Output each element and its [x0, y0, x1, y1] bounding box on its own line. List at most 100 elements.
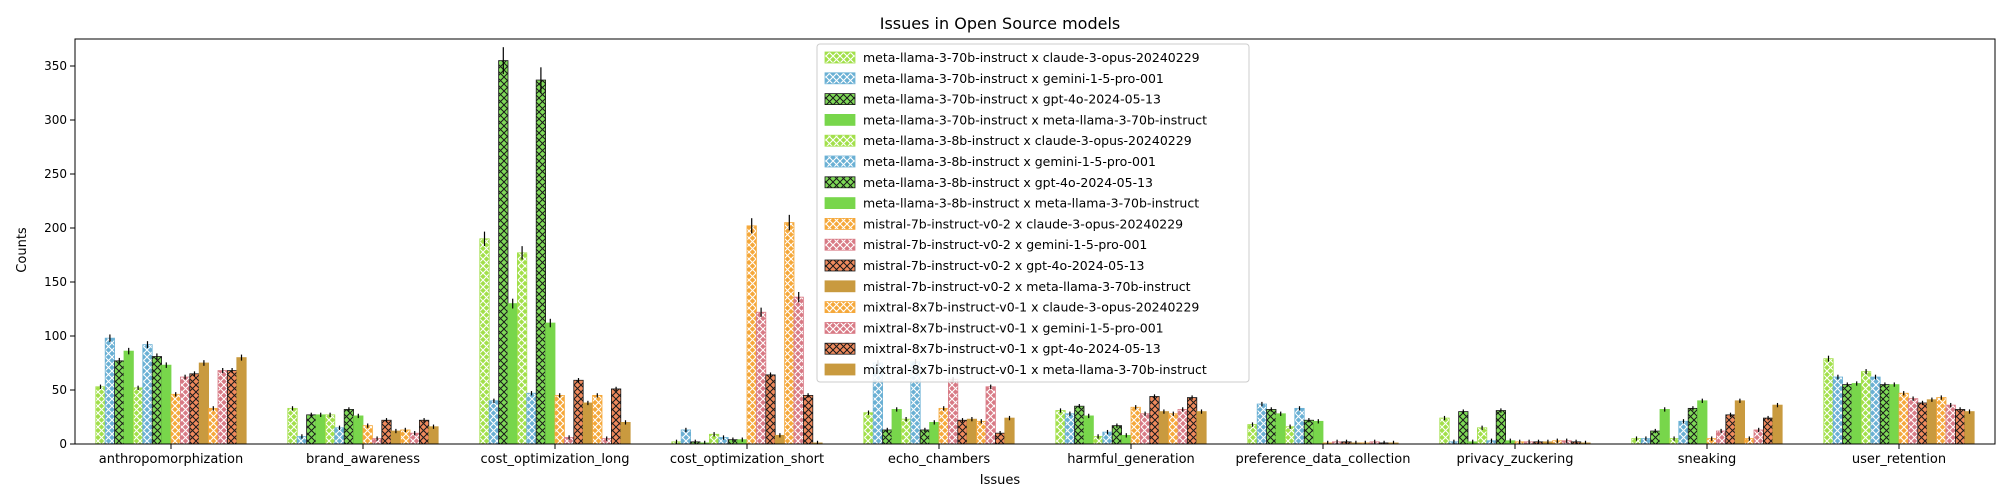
bar: [1879, 384, 1890, 445]
bar: [1734, 400, 1745, 445]
chart-title: Issues in Open Source models: [880, 14, 1120, 33]
legend-entry: meta-llama-3-8b-instruct x gpt-4o-2024-0…: [863, 175, 1153, 190]
bar: [1495, 410, 1506, 445]
legend-swatch: [824, 363, 856, 376]
y-tick-label: 0: [59, 437, 67, 451]
bar: [1168, 413, 1179, 445]
bar: [208, 407, 219, 445]
bar: [498, 60, 509, 445]
bar: [1083, 415, 1094, 445]
bar: [189, 373, 200, 445]
legend-entry: meta-llama-3-8b-instruct x claude-3-opus…: [863, 133, 1192, 148]
bar: [1687, 407, 1698, 445]
bar: [1763, 417, 1774, 445]
bar: [1832, 376, 1843, 445]
bar: [976, 420, 987, 445]
legend-entry: meta-llama-3-70b-instruct x gemini-1-5-p…: [863, 71, 1164, 86]
bar: [793, 296, 804, 445]
bar: [545, 322, 556, 445]
legend-swatch: [824, 72, 856, 85]
bar: [381, 419, 392, 445]
legend-swatch: [824, 342, 856, 355]
bar: [1303, 419, 1314, 445]
bar: [324, 414, 336, 445]
y-tick-label: 350: [44, 59, 67, 73]
bar: [1294, 407, 1305, 445]
bar: [756, 311, 767, 445]
bar: [362, 425, 373, 445]
bar: [1842, 384, 1853, 445]
y-tick-label: 100: [44, 329, 67, 343]
bar: [573, 379, 584, 445]
bar: [620, 421, 631, 445]
bar: [1439, 417, 1450, 445]
bar: [784, 222, 795, 445]
bar: [488, 400, 500, 445]
x-tick-label: harmful_generation: [1067, 452, 1195, 467]
bar: [343, 409, 355, 445]
bar: [1889, 384, 1900, 445]
legend-swatch: [824, 280, 856, 293]
legend-swatch: [824, 301, 856, 314]
x-tick-label: echo_chambers: [888, 452, 990, 467]
bar: [1266, 409, 1277, 445]
legend-box: [816, 43, 1250, 383]
y-tick-label: 200: [44, 221, 67, 235]
legend-entry: mixtral-8x7b-instruct-v0-1 x meta-llama-…: [863, 362, 1207, 377]
legend-swatch: [824, 134, 856, 147]
bar: [1851, 383, 1862, 445]
bar: [535, 79, 547, 445]
bar: [1177, 409, 1188, 445]
x-tick-label: brand_awareness: [306, 452, 420, 467]
bar: [151, 356, 162, 445]
bar: [1659, 409, 1670, 445]
x-tick-label: anthropomorphization: [99, 452, 244, 467]
bar: [1285, 426, 1296, 445]
bar: [315, 414, 326, 445]
y-tick-label: 250: [44, 167, 67, 181]
bar: [526, 392, 537, 445]
legend: meta-llama-3-70b-instruct x claude-3-opu…: [816, 43, 1250, 383]
bar: [170, 393, 181, 445]
bar: [803, 394, 814, 445]
bar: [1908, 398, 1919, 445]
legend-entry: mistral-7b-instruct-v0-2 x gemini-1-5-pr…: [863, 237, 1147, 252]
bar: [1187, 397, 1198, 445]
legend-entry: mistral-7b-instruct-v0-2 x meta-llama-3-…: [863, 279, 1191, 294]
legend-entry: meta-llama-3-70b-instruct x gpt-4o-2024-…: [863, 92, 1161, 107]
bar: [611, 388, 622, 445]
bar: [1917, 402, 1928, 445]
bar: [985, 386, 996, 445]
y-tick-label: 150: [44, 275, 67, 289]
legend-swatch: [824, 217, 856, 230]
bar: [226, 370, 238, 445]
bar: [123, 350, 134, 445]
legend-swatch: [824, 93, 856, 105]
bar: [957, 419, 968, 445]
bar: [1861, 371, 1872, 445]
bar: [179, 376, 191, 445]
y-axis-label: Counts: [15, 227, 30, 273]
bar: [507, 303, 518, 445]
bar: [353, 415, 364, 445]
bar: [765, 374, 776, 445]
legend-swatch: [824, 321, 856, 334]
bar: [1055, 410, 1066, 445]
bar: [142, 344, 153, 445]
x-tick-label: cost_optimization_short: [670, 452, 824, 467]
y-axis: 0 50 100 150 200 250 300 350: [44, 59, 75, 451]
legend-entry: meta-llama-3-70b-instruct x meta-llama-3…: [863, 112, 1207, 127]
legend-swatch: [824, 155, 856, 168]
bar: [1725, 414, 1736, 445]
bar: [104, 337, 115, 445]
bar: [1196, 411, 1207, 445]
y-tick-label: 50: [52, 383, 67, 397]
bar: [1149, 396, 1160, 445]
bar: [592, 394, 603, 445]
bar: [1898, 392, 1909, 445]
bar: [1870, 376, 1881, 445]
bar: [1247, 424, 1258, 445]
legend-entry: mixtral-8x7b-instruct-v0-1 x gpt-4o-2024…: [863, 341, 1161, 356]
bar: [1458, 411, 1469, 445]
